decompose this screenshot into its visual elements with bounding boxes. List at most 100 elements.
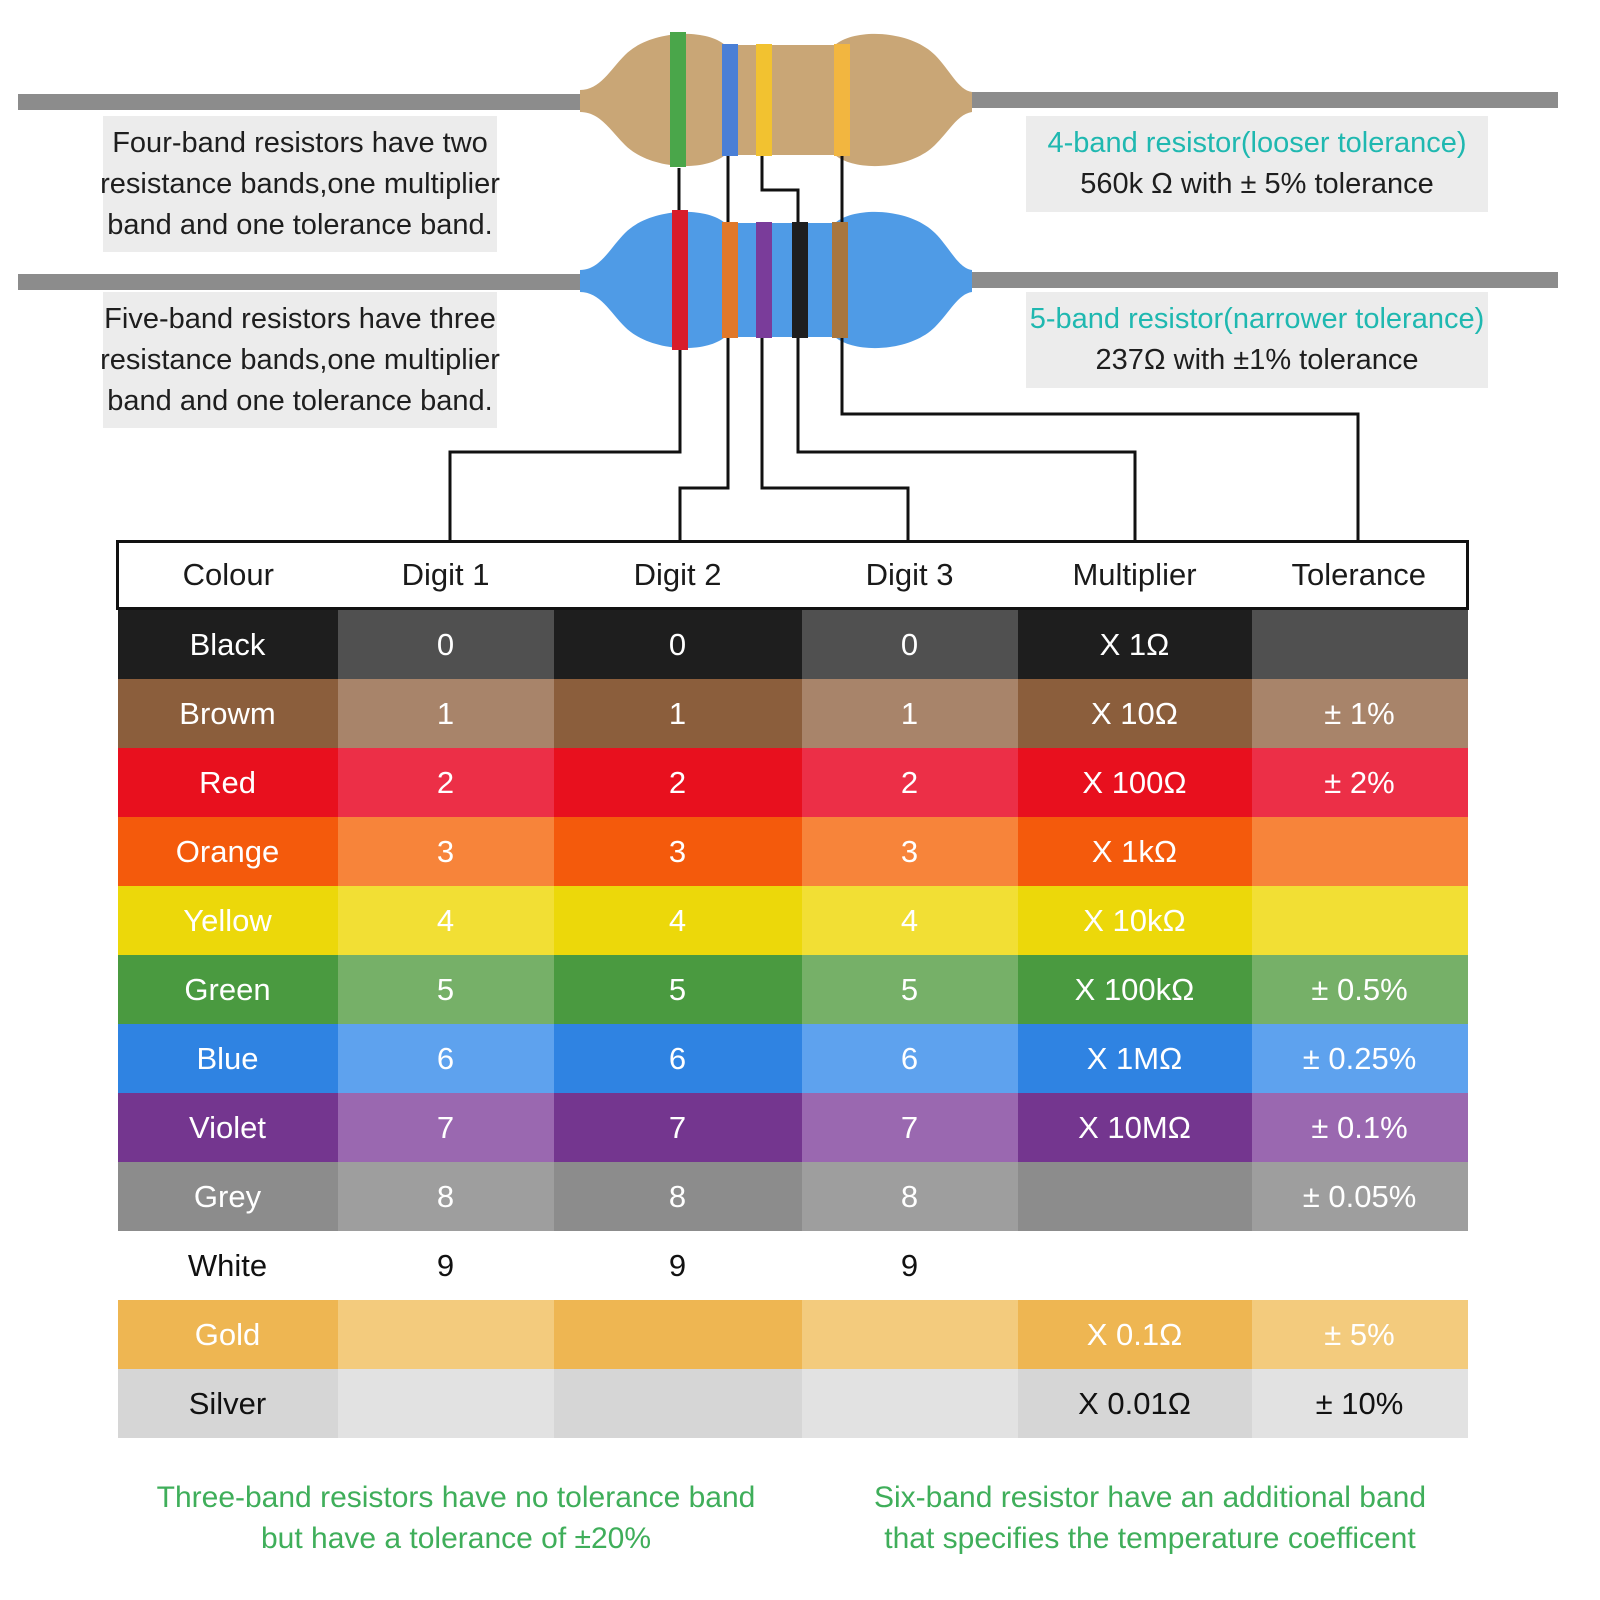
- cell-multiplier: X 100kΩ: [1017, 955, 1252, 1024]
- table-row: Green 5 5 5 X 100kΩ ± 0.5%: [117, 955, 1468, 1024]
- cell-digit1: 0: [337, 608, 554, 679]
- cell-digit1: 5: [337, 955, 554, 1024]
- cell-tolerance: [1251, 1231, 1468, 1300]
- cell-colour: White: [117, 1231, 338, 1300]
- three-band-footnote-line-2: but have a tolerance of ±20%: [260, 1522, 652, 1555]
- cell-colour: Green: [117, 955, 338, 1024]
- four-band-note-line-1: Four-band resistors have two: [112, 126, 488, 159]
- leader-digit-1: [448, 350, 682, 540]
- header-tolerance: Tolerance: [1251, 540, 1469, 610]
- table-row: Violet 7 7 7 X 10MΩ ± 0.1%: [117, 1093, 1468, 1162]
- cell-digit3: [801, 1300, 1018, 1369]
- four-band-lead-right: [960, 92, 1558, 108]
- cell-tolerance: ± 0.5%: [1251, 955, 1468, 1024]
- cell-digit2: 7: [553, 1093, 802, 1162]
- five-band-band-1: [672, 210, 688, 350]
- five-band-lead-left: [18, 274, 588, 290]
- cell-colour: Yellow: [117, 886, 338, 955]
- header-digit-1: Digit 1: [337, 540, 554, 610]
- cell-colour: Blue: [117, 1024, 338, 1093]
- leader-tolerance: [840, 338, 1360, 540]
- cell-colour: Gold: [117, 1300, 338, 1369]
- leader-digit-2: [678, 338, 730, 540]
- header-digit-3: Digit 3: [801, 540, 1018, 610]
- cell-digit2: 9: [553, 1231, 802, 1300]
- four-band-title: 4-band resistor(looser tolerance): [1047, 127, 1467, 159]
- cell-tolerance: ± 1%: [1251, 679, 1468, 748]
- cell-digit3: 9: [801, 1231, 1018, 1300]
- cell-tolerance: [1251, 817, 1468, 886]
- table-body: Black 0 0 0 X 1Ω Browm 1 1 1 X 10Ω ± 1% Red 2 2 2 X 100…: [117, 608, 1468, 1438]
- cell-multiplier: X 10MΩ: [1017, 1093, 1252, 1162]
- five-band-note-line-3: band and one tolerance band.: [107, 384, 493, 417]
- table-row: White 9 9 9: [117, 1231, 1468, 1300]
- five-band-note-line-1: Five-band resistors have three: [104, 302, 496, 335]
- cell-multiplier: [1017, 1162, 1252, 1231]
- table-row: Black 0 0 0 X 1Ω: [117, 608, 1468, 679]
- five-band-note-line-2: resistance bands,one multiplier: [100, 343, 500, 376]
- cell-colour: Orange: [117, 817, 338, 886]
- cell-digit2: [553, 1369, 802, 1438]
- four-band-label: 4-band resistor(looser tolerance) 560k Ω…: [1026, 116, 1488, 212]
- cell-digit1: 2: [337, 748, 554, 817]
- cell-multiplier: X 100Ω: [1017, 748, 1252, 817]
- four-band-band-2: [722, 44, 738, 156]
- cell-digit1: 3: [337, 817, 554, 886]
- five-band-value: 237Ω with ±1% tolerance: [1095, 344, 1419, 376]
- cell-multiplier: X 1MΩ: [1017, 1024, 1252, 1093]
- leader-digit-3: [760, 338, 910, 540]
- cell-colour: Violet: [117, 1093, 338, 1162]
- cell-digit1: 4: [337, 886, 554, 955]
- table-row: Orange 3 3 3 X 1kΩ: [117, 817, 1468, 886]
- cell-digit2: 0: [553, 608, 802, 679]
- table-row: Blue 6 6 6 X 1MΩ ± 0.25%: [117, 1024, 1468, 1093]
- cell-tolerance: [1251, 608, 1468, 679]
- color-code-table: Colour Digit 1 Digit 2 Digit 3 Multiplie…: [116, 540, 1469, 1438]
- cell-digit3: [801, 1369, 1018, 1438]
- five-band-band-3: [756, 222, 772, 338]
- cell-multiplier: X 1kΩ: [1017, 817, 1252, 886]
- cell-digit1: [337, 1300, 554, 1369]
- cell-digit2: 1: [553, 679, 802, 748]
- cell-tolerance: [1251, 886, 1468, 955]
- six-band-footnote-line-1: Six-band resistor have an additional ban…: [873, 1481, 1427, 1514]
- three-band-footnote-line-1: Three-band resistors have no tolerance b…: [156, 1481, 756, 1514]
- cell-digit3: 2: [801, 748, 1018, 817]
- cell-digit2: 4: [553, 886, 802, 955]
- leader-multiplier: [796, 338, 1137, 540]
- four-band-band-3: [756, 44, 772, 156]
- three-band-footnote: Three-band resistors have no tolerance b…: [156, 1477, 756, 1559]
- five-band-band-5: [832, 222, 848, 338]
- table-row: Silver X 0.01Ω ± 10%: [117, 1369, 1468, 1438]
- six-band-footnote: Six-band resistor have an additional ban…: [850, 1477, 1450, 1559]
- cell-multiplier: X 10kΩ: [1017, 886, 1252, 955]
- table-row: Yellow 4 4 4 X 10kΩ: [117, 886, 1468, 955]
- five-band-description: Five-band resistors have three resistanc…: [100, 292, 500, 428]
- cell-digit3: 8: [801, 1162, 1018, 1231]
- cell-multiplier: X 10Ω: [1017, 679, 1252, 748]
- cell-digit3: 5: [801, 955, 1018, 1024]
- band-connector-lines: [677, 156, 844, 222]
- cell-tolerance: ± 2%: [1251, 748, 1468, 817]
- cell-digit3: 4: [801, 886, 1018, 955]
- five-band-label: 5-band resistor(narrower tolerance) 237Ω…: [1026, 292, 1488, 388]
- cell-digit2: [553, 1300, 802, 1369]
- four-band-note-line-2: resistance bands,one multiplier: [100, 167, 500, 200]
- five-band-resistor: [580, 210, 972, 350]
- cell-colour: Silver: [117, 1369, 338, 1438]
- cell-digit1: 6: [337, 1024, 554, 1093]
- cell-digit2: 6: [553, 1024, 802, 1093]
- cell-tolerance: ± 5%: [1251, 1300, 1468, 1369]
- table-header-row: Colour Digit 1 Digit 2 Digit 3 Multiplie…: [116, 540, 1469, 610]
- five-band-band-2: [722, 222, 738, 338]
- cell-colour: Grey: [117, 1162, 338, 1231]
- header-digit-2: Digit 2: [553, 540, 802, 610]
- cell-tolerance: ± 10%: [1251, 1369, 1468, 1438]
- cell-digit2: 2: [553, 748, 802, 817]
- cell-digit1: 9: [337, 1231, 554, 1300]
- cell-multiplier: X 0.1Ω: [1017, 1300, 1252, 1369]
- four-band-value: 560k Ω with ± 5% tolerance: [1080, 168, 1434, 200]
- four-band-band-4: [834, 44, 850, 156]
- cell-tolerance: ± 0.25%: [1251, 1024, 1468, 1093]
